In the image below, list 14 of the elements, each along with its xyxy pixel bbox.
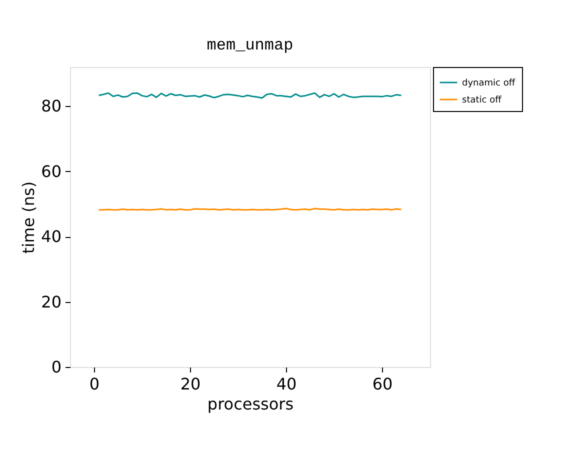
y-axis-title: time (ns) [19, 181, 38, 254]
legend-label: static off [462, 96, 502, 106]
y-tick-label: 60 [41, 162, 62, 181]
chart-title: mem_unmap [206, 36, 294, 54]
x-tick-label: 20 [180, 374, 201, 394]
y-tick-label: 0 [51, 358, 62, 376]
y-tick-label: 20 [41, 292, 62, 312]
legend-label: dynamic off [462, 78, 516, 88]
x-tick-label: 0 [89, 374, 100, 394]
y-tick-label: 80 [41, 96, 62, 116]
x-tick-label: 60 [372, 374, 393, 394]
x-tick-label: 40 [276, 374, 297, 394]
y-tick-label: 40 [41, 227, 62, 246]
x-axis-title: processors [207, 394, 294, 414]
